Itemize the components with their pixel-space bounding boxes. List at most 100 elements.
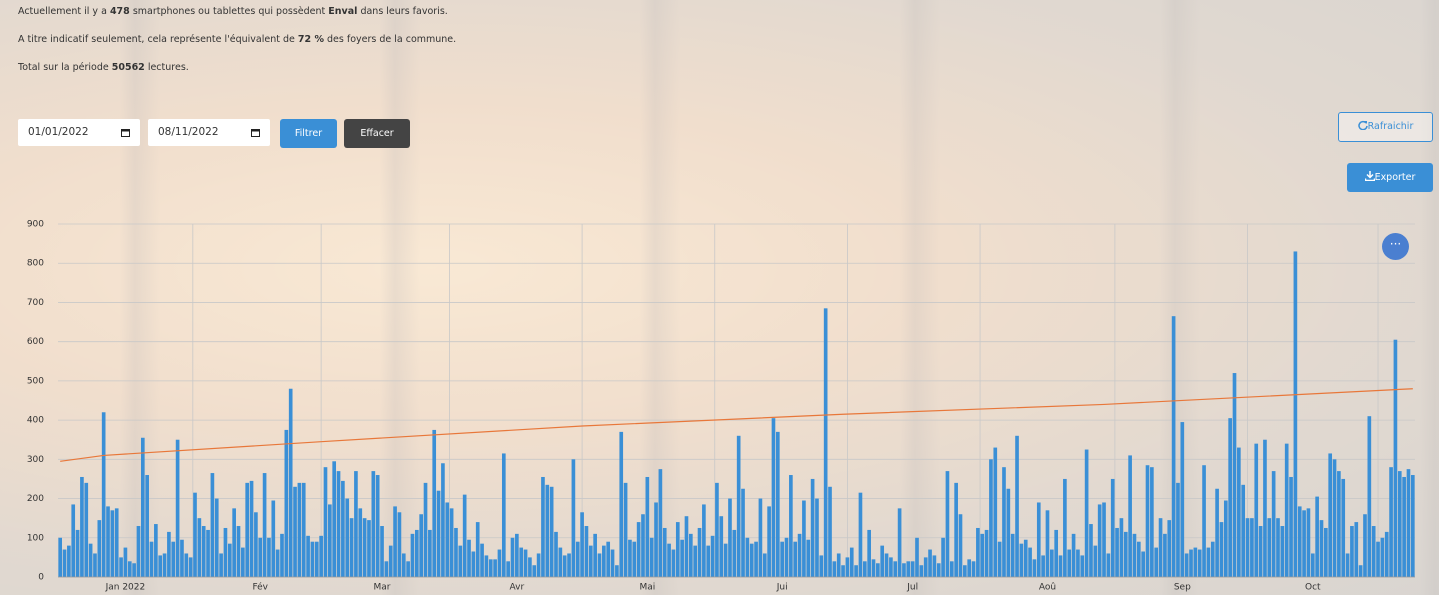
bar bbox=[1098, 504, 1102, 577]
bar bbox=[319, 536, 323, 577]
bar bbox=[806, 540, 810, 577]
bar bbox=[654, 502, 658, 577]
bar bbox=[598, 553, 602, 577]
bar bbox=[393, 506, 397, 577]
bar bbox=[424, 483, 428, 577]
bar bbox=[1189, 550, 1193, 577]
bar bbox=[824, 308, 828, 577]
bar bbox=[419, 514, 423, 577]
bar bbox=[332, 461, 336, 577]
bar bbox=[859, 493, 863, 577]
bar bbox=[1346, 553, 1350, 577]
bar bbox=[1020, 544, 1024, 577]
bar bbox=[1093, 546, 1097, 577]
bar bbox=[880, 546, 884, 577]
bar bbox=[711, 536, 715, 577]
bar bbox=[1137, 542, 1141, 577]
bar bbox=[102, 412, 106, 577]
bar bbox=[833, 561, 837, 577]
bar bbox=[1107, 553, 1111, 577]
bar bbox=[789, 475, 793, 577]
bar bbox=[298, 483, 302, 577]
bar bbox=[311, 542, 315, 577]
bar bbox=[1246, 518, 1250, 577]
bar bbox=[772, 418, 776, 577]
bar bbox=[80, 477, 84, 577]
bar bbox=[385, 561, 389, 577]
bar bbox=[846, 557, 850, 577]
bar bbox=[1228, 418, 1232, 577]
bar bbox=[202, 526, 206, 577]
bar bbox=[915, 538, 919, 577]
y-tick-label: 200 bbox=[27, 494, 44, 504]
x-tick-label: Aoû bbox=[1039, 583, 1056, 593]
bar bbox=[1002, 467, 1006, 577]
bar bbox=[1202, 465, 1206, 577]
bar bbox=[389, 546, 393, 577]
bar bbox=[1294, 251, 1298, 577]
bar bbox=[1146, 465, 1150, 577]
bar bbox=[1207, 548, 1211, 577]
bar bbox=[1141, 552, 1145, 577]
bar bbox=[941, 538, 945, 577]
bar bbox=[537, 553, 541, 577]
bar bbox=[528, 557, 532, 577]
bar bbox=[219, 553, 223, 577]
bar bbox=[167, 532, 171, 577]
bar bbox=[237, 526, 241, 577]
bar bbox=[463, 495, 467, 577]
bar bbox=[1054, 530, 1058, 577]
bar bbox=[176, 440, 180, 577]
bar bbox=[1180, 422, 1184, 577]
bar bbox=[158, 555, 162, 577]
bar bbox=[954, 483, 958, 577]
chart-menu-button[interactable]: ··· bbox=[1382, 233, 1409, 260]
bar bbox=[641, 514, 645, 577]
bar bbox=[898, 508, 902, 577]
bar bbox=[428, 530, 432, 577]
bar bbox=[1220, 522, 1224, 577]
bar bbox=[1063, 479, 1067, 577]
bar bbox=[989, 459, 993, 577]
bar bbox=[411, 534, 415, 577]
bar bbox=[1385, 532, 1389, 577]
bar bbox=[702, 504, 706, 577]
bar bbox=[211, 473, 215, 577]
bar bbox=[1285, 444, 1289, 577]
bar bbox=[1354, 522, 1358, 577]
y-tick-label: 600 bbox=[27, 337, 44, 347]
bar bbox=[198, 518, 202, 577]
bar bbox=[867, 530, 871, 577]
bar bbox=[1328, 453, 1332, 577]
bar bbox=[89, 544, 93, 577]
bar bbox=[137, 526, 141, 577]
bar bbox=[611, 550, 615, 577]
bar bbox=[663, 528, 667, 577]
bar bbox=[715, 483, 719, 577]
bar bbox=[619, 432, 623, 577]
bar bbox=[1233, 373, 1237, 577]
bar bbox=[1050, 550, 1054, 577]
bar bbox=[815, 499, 819, 577]
bar bbox=[1089, 524, 1093, 577]
bar bbox=[737, 436, 741, 577]
bar bbox=[1333, 459, 1337, 577]
bar bbox=[367, 520, 371, 577]
bar bbox=[293, 487, 297, 577]
bar bbox=[624, 483, 628, 577]
bar bbox=[372, 471, 376, 577]
bar bbox=[354, 471, 358, 577]
bar bbox=[732, 530, 736, 577]
bar bbox=[145, 475, 149, 577]
bar bbox=[946, 471, 950, 577]
bar bbox=[1185, 553, 1189, 577]
bar bbox=[458, 546, 462, 577]
bar bbox=[706, 546, 710, 577]
bar bbox=[1115, 528, 1119, 577]
bar bbox=[767, 506, 771, 577]
bar bbox=[837, 553, 841, 577]
bar bbox=[1289, 477, 1293, 577]
bar bbox=[698, 528, 702, 577]
bar bbox=[637, 522, 641, 577]
bar bbox=[1037, 502, 1041, 577]
